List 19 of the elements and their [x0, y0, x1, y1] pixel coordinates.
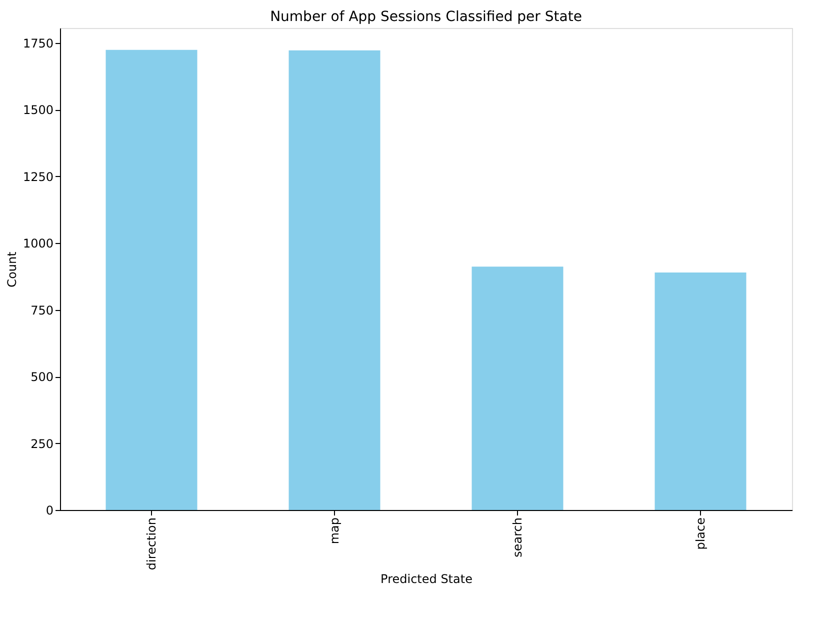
bar — [288, 50, 380, 510]
y-tick-label: 1250 — [22, 170, 54, 184]
bar — [106, 50, 198, 510]
y-tick-label: 0 — [46, 504, 54, 518]
bar — [472, 266, 564, 510]
x-axis-title: Predicted State — [380, 572, 472, 586]
x-tick-label: map — [328, 518, 342, 544]
y-tick-label: 1000 — [22, 236, 54, 251]
y-tick-label: 1750 — [22, 36, 54, 50]
y-tick-label: 1500 — [22, 103, 54, 118]
y-axis-title: Count — [4, 251, 19, 288]
chart-title: Number of App Sessions Classified per State — [270, 9, 582, 25]
x-tick-label: direction — [144, 518, 158, 570]
bar — [654, 272, 746, 510]
y-tick-label: 250 — [30, 436, 54, 451]
x-tick-label: place — [694, 518, 708, 550]
y-tick-label: 500 — [30, 370, 54, 384]
y-tick-label: 750 — [30, 303, 54, 318]
x-tick-label: search — [510, 518, 524, 558]
